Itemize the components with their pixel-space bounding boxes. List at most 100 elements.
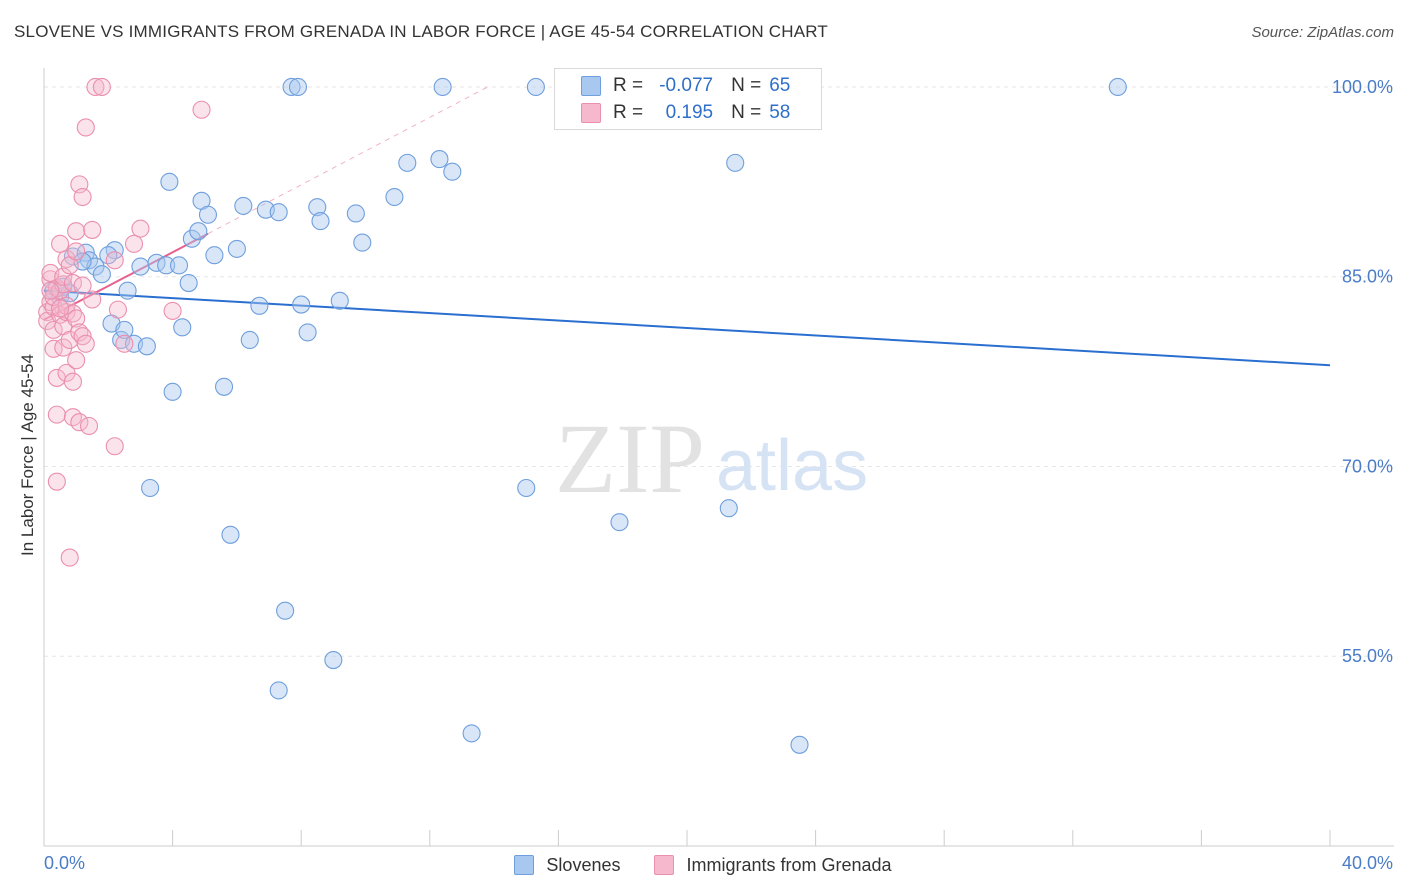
point-slovenes <box>141 478 160 498</box>
point-grenada <box>51 234 70 253</box>
point-slovenes <box>163 382 182 401</box>
point-slovenes <box>131 257 150 276</box>
legend-swatch-blue <box>581 76 601 96</box>
point-slovenes <box>214 377 234 396</box>
y-tick-label: 100.0% <box>1332 77 1393 97</box>
point-slovenes <box>227 239 246 258</box>
point-slovenes <box>719 499 738 518</box>
point-grenada <box>192 100 211 119</box>
point-slovenes <box>189 222 208 241</box>
watermark-zip: ZIP <box>555 403 705 514</box>
point-grenada <box>60 548 79 567</box>
correlation-legend: R = -0.077 N = 65 R = 0.195 N = 58 <box>554 68 822 130</box>
x-tick-label: 0.0% <box>44 853 85 873</box>
legend-swatch-blue <box>514 855 535 875</box>
point-grenada <box>41 281 60 300</box>
legend-r-value: -0.077 <box>659 75 714 96</box>
point-slovenes <box>398 153 417 172</box>
point-slovenes <box>790 735 809 754</box>
tick-labels: 55.0% 70.0% 85.0% 100.0% 0.0% 40.0% <box>44 77 1393 873</box>
point-grenada <box>54 267 73 286</box>
point-slovenes <box>443 162 462 181</box>
point-slovenes <box>324 650 343 670</box>
point-grenada <box>83 220 102 239</box>
trend-extension-grenada <box>207 86 488 235</box>
point-slovenes <box>517 478 536 498</box>
y-tick-label: 70.0% <box>1342 456 1393 476</box>
watermark: ZIP atlas <box>555 403 868 514</box>
source-label: Source: ZipAtlas.com <box>1251 24 1394 41</box>
point-grenada <box>86 77 105 97</box>
point-grenada <box>70 413 89 432</box>
point-grenada <box>76 334 95 353</box>
y-tick-label: 55.0% <box>1342 646 1393 666</box>
point-slovenes <box>115 320 134 339</box>
point-slovenes <box>430 150 449 169</box>
point-grenada <box>67 242 86 261</box>
point-slovenes <box>169 256 189 275</box>
point-slovenes <box>292 295 311 314</box>
point-slovenes <box>118 281 137 300</box>
point-grenada <box>108 300 127 319</box>
point-slovenes <box>179 274 198 293</box>
point-slovenes <box>276 601 295 620</box>
point-slovenes <box>157 256 176 275</box>
legend-row-grenada: R = 0.195 N = 58 <box>581 101 790 125</box>
point-slovenes <box>182 229 201 248</box>
point-grenada <box>105 251 124 270</box>
point-slovenes <box>137 337 156 356</box>
legend-swatch-pink <box>654 855 675 875</box>
point-grenada <box>67 309 86 328</box>
legend-r-label: R = <box>613 102 644 123</box>
legend-item-slovenes[interactable]: Slovenes <box>514 855 620 876</box>
point-grenada <box>44 339 63 358</box>
point-slovenes <box>160 172 179 191</box>
legend-label-slovenes: Slovenes <box>546 854 621 875</box>
point-grenada <box>124 234 144 253</box>
legend-row-slovenes: R = -0.077 N = 65 <box>581 74 790 98</box>
point-slovenes <box>330 291 349 310</box>
point-grenada <box>51 299 70 318</box>
point-slovenes <box>250 296 269 315</box>
point-grenada <box>83 290 102 309</box>
point-slovenes <box>433 77 452 97</box>
point-grenada <box>73 276 92 295</box>
gridlines <box>44 86 1394 657</box>
point-grenada <box>105 437 124 456</box>
point-slovenes <box>353 233 372 252</box>
point-slovenes <box>240 330 259 350</box>
point-grenada <box>47 472 66 491</box>
point-grenada <box>73 187 92 207</box>
series-legend: Slovenes Immigrants from Grenada <box>0 852 1406 878</box>
point-grenada <box>115 334 134 353</box>
data-points <box>38 77 1127 754</box>
point-slovenes <box>1108 77 1127 97</box>
point-grenada <box>131 219 150 238</box>
legend-n-label: N = <box>731 75 762 96</box>
point-slovenes <box>234 196 253 215</box>
legend-item-grenada[interactable]: Immigrants from Grenada <box>654 855 892 876</box>
point-grenada <box>163 301 182 320</box>
point-grenada <box>79 416 99 436</box>
legend-swatch-pink <box>581 103 601 123</box>
point-slovenes <box>462 724 481 743</box>
point-slovenes <box>269 203 288 222</box>
point-slovenes <box>385 187 404 207</box>
point-slovenes <box>610 513 629 532</box>
point-grenada <box>92 77 111 97</box>
trend-line-slovenes <box>43 289 1331 367</box>
point-grenada <box>63 372 82 391</box>
legend-r-label: R = <box>613 75 644 96</box>
point-slovenes <box>173 318 192 337</box>
watermark-atlas: atlas <box>716 426 868 506</box>
point-grenada <box>57 363 76 382</box>
point-slovenes <box>311 212 330 231</box>
point-slovenes <box>205 246 224 265</box>
point-slovenes <box>282 77 301 97</box>
point-grenada <box>44 320 63 339</box>
chart-title: SLOVENE VS IMMIGRANTS FROM GRENADA IN LA… <box>14 22 829 41</box>
point-slovenes <box>269 681 288 700</box>
point-slovenes <box>726 153 745 172</box>
point-slovenes <box>92 265 111 284</box>
